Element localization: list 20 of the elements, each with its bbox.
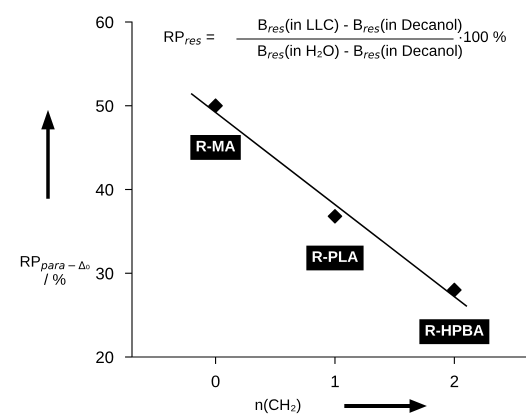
annotation: B$_{res}$(in H₂O) - B$_{res}$(in Decanol): [258, 44, 462, 60]
annotation: B$_{res}$(in LLC) - B$_{res}$(in Decanol): [258, 18, 462, 34]
x-tick-label: 2: [450, 375, 458, 388]
annotation: ·100 %: [460, 31, 506, 42]
point: [328, 209, 342, 224]
y-tick-label: 60: [96, 16, 114, 28]
annotation: R-HPBA: [426, 325, 484, 336]
x-tick-label: 1: [332, 376, 339, 388]
annotation: R-MA: [196, 140, 236, 152]
annotation: RP$_{res}$ =: [164, 31, 214, 45]
y-tick-label: 20: [96, 351, 114, 364]
point: [208, 98, 223, 114]
y-axis-title: RP$_{para−Δ₀}$ / %: [20, 256, 90, 285]
y-tick-label: 30: [96, 268, 114, 280]
x-tick-label: 0: [212, 375, 220, 388]
x-axis-title: n(CH₂): [256, 398, 300, 414]
point: [447, 282, 462, 298]
y-tick-label: 40: [96, 184, 114, 196]
annotation: R-PLA: [312, 251, 358, 262]
y-tick-label: 50: [96, 100, 114, 112]
